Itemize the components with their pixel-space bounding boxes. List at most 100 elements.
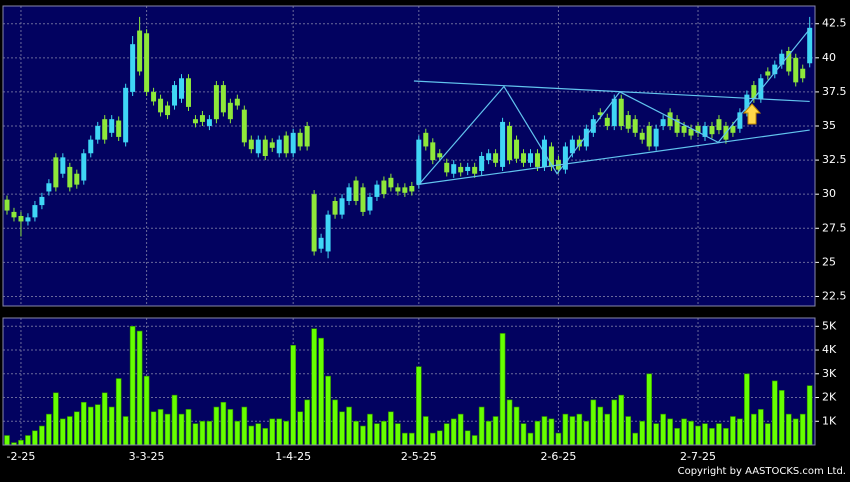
volume-bar: [429, 432, 436, 446]
volume-bar: [178, 413, 185, 446]
y-tick-label: 1K: [822, 414, 837, 427]
volume-bar: [562, 413, 569, 446]
volume-bar: [632, 432, 639, 446]
x-tick-label: 3-3-25: [129, 450, 165, 463]
volume-bar: [402, 432, 408, 446]
candle-body: [409, 186, 415, 192]
candle-body: [639, 132, 645, 140]
volume-bar: [206, 420, 213, 446]
candle-body: [325, 214, 331, 252]
candle-body: [514, 139, 520, 159]
volume-bar: [688, 420, 694, 446]
volume-bar: [269, 418, 276, 446]
volume-bar: [758, 409, 764, 446]
candle-body: [199, 115, 205, 122]
candle-body: [465, 166, 471, 171]
volume-bar: [220, 401, 227, 446]
candle-body: [381, 180, 387, 195]
candle-body: [130, 44, 136, 92]
candle-body: [688, 128, 694, 136]
volume-bar: [32, 430, 38, 446]
volume-bar: [709, 428, 715, 446]
candle-body: [772, 64, 778, 75]
candle-body: [576, 139, 582, 147]
candle-body: [213, 85, 219, 120]
volume-bar: [143, 375, 150, 446]
volume-bar: [471, 435, 478, 446]
candle-body: [109, 119, 115, 133]
volume-bar: [80, 401, 87, 446]
volume-bar: [765, 423, 771, 446]
volume-bar: [129, 326, 136, 446]
volume-bar: [185, 409, 192, 446]
volume-bar: [39, 425, 45, 446]
candle-body: [116, 120, 122, 137]
y-tick-label: 5K: [822, 319, 837, 332]
candle-body: [444, 162, 450, 173]
volume-bar: [115, 378, 122, 446]
volume-bar: [723, 428, 729, 446]
candle-body: [60, 157, 66, 174]
candle-body: [702, 126, 708, 137]
y-tick-label: 35: [822, 119, 836, 132]
candle-body: [528, 153, 533, 163]
candle-body: [751, 85, 757, 99]
candle-body: [123, 87, 129, 143]
volume-bar: [674, 428, 680, 446]
candle-body: [611, 98, 617, 126]
x-tick-label: 2-5-25: [401, 450, 437, 463]
candle-body: [172, 85, 178, 106]
volume-bar: [409, 432, 415, 446]
volume-bar: [450, 418, 457, 446]
candle-body: [179, 78, 184, 99]
volume-bar: [339, 411, 345, 446]
volume-bar: [353, 420, 359, 446]
volume-bar: [485, 420, 492, 446]
candle-body: [597, 112, 603, 116]
volume-bar: [785, 413, 792, 446]
volume-bar: [192, 423, 199, 446]
volume-bar: [799, 413, 806, 446]
volume-bar: [625, 416, 632, 446]
y-tick-label: 37.5: [822, 85, 847, 98]
volume-bar: [213, 406, 220, 446]
volume-bar: [569, 416, 576, 446]
volume-bar: [360, 425, 366, 446]
volume-bar: [716, 423, 722, 446]
volume-bar: [506, 399, 513, 446]
volume-bar: [318, 337, 324, 446]
candle-body: [269, 142, 275, 148]
volume-bar: [171, 394, 178, 446]
volume-bar: [332, 399, 338, 446]
candle-body: [276, 139, 282, 154]
x-tick-label: -2-25: [6, 450, 35, 463]
trend-line: [416, 129, 810, 186]
volume-bar: [150, 411, 157, 446]
volume-bar: [806, 385, 813, 446]
volume-bar: [18, 439, 24, 446]
volume-bar: [367, 413, 373, 446]
volume-bar: [751, 413, 757, 446]
candle-body: [185, 78, 191, 107]
volume-bar: [53, 392, 59, 446]
volume-bar: [46, 413, 52, 446]
candle-body: [367, 196, 373, 211]
trend-line: [413, 80, 810, 103]
candle-body: [786, 51, 792, 72]
volume-bar: [4, 435, 10, 446]
volume-bar: [597, 406, 604, 446]
volume-bar: [101, 392, 108, 446]
candle-body: [451, 164, 457, 174]
volume-bar: [227, 409, 234, 446]
volume-bar: [346, 406, 352, 446]
candle-body: [479, 156, 485, 171]
volume-bar: [744, 373, 750, 446]
candle-body: [730, 126, 736, 133]
candle-body: [521, 153, 527, 163]
y-tick-label: 2K: [822, 391, 837, 404]
volume-bar: [248, 425, 255, 446]
candle-body: [548, 146, 554, 167]
volume-bar: [499, 333, 506, 446]
volume-bar: [457, 413, 464, 446]
